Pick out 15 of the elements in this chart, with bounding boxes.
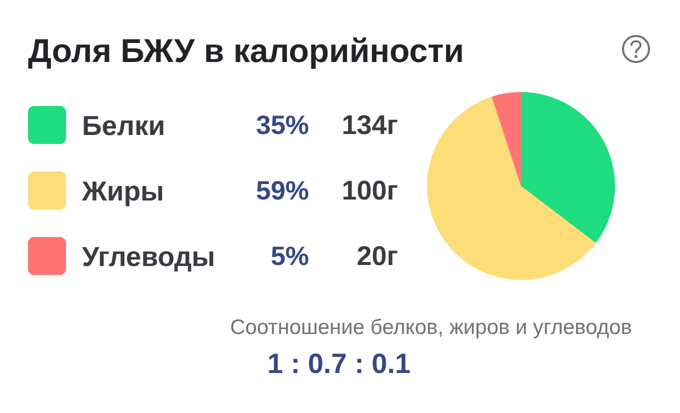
legend-label: Углеводы: [82, 241, 216, 272]
text: 100г: [342, 176, 398, 206]
legend-label: Жиры: [81, 176, 164, 206]
text: Соотношение белков, жиров и углеводов: [230, 316, 632, 339]
data-label: 5%: [270, 241, 309, 271]
chart-title: Доля БЖУ в калорийности: [28, 32, 464, 69]
data-label: 59%: [256, 176, 309, 206]
legend-label: Белки: [82, 110, 166, 141]
text: 20г: [356, 241, 398, 271]
data-label: 35%: [256, 110, 309, 140]
text: 1 : 0.7 : 0.1: [267, 348, 411, 379]
text: 134г: [342, 110, 398, 140]
pie-slice: [427, 96, 596, 280]
pie-slice: [492, 92, 521, 186]
pie-slice: [521, 92, 615, 243]
